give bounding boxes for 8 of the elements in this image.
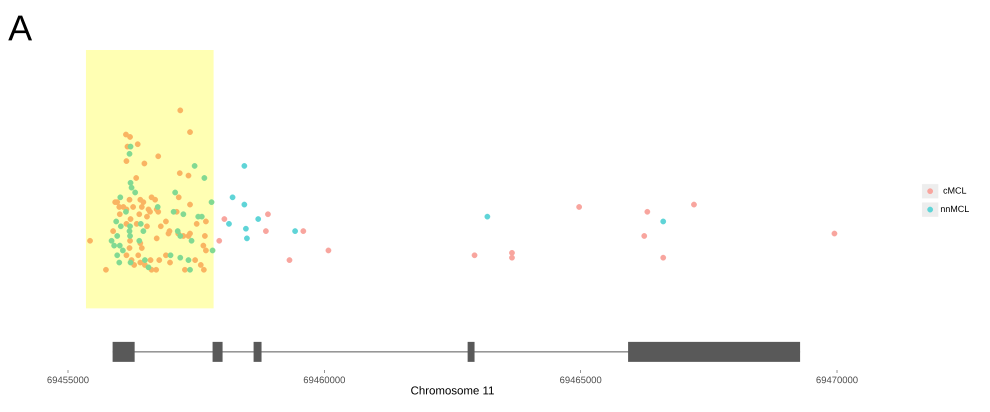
x-axis-title: Chromosome 11	[411, 386, 494, 394]
legend-label: cMCL	[943, 187, 966, 194]
x-tick-label: 69465000	[560, 376, 602, 384]
x-tick-label: 69470000	[816, 376, 858, 384]
legend-label: nnMCL	[940, 206, 969, 212]
x-tick-label: 69455000	[47, 376, 89, 384]
text: A	[8, 16, 32, 40]
x-tick-label: 69460000	[304, 376, 346, 384]
